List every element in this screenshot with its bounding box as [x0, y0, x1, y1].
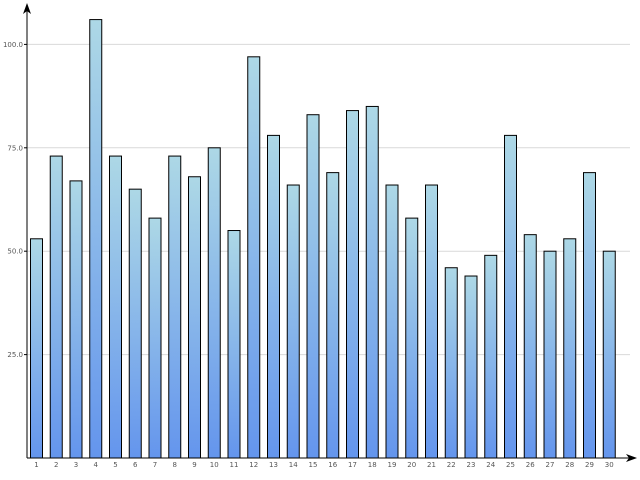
bar-4: [89, 19, 103, 459]
bar-9: [188, 176, 201, 459]
bar-28: [563, 238, 577, 459]
y-tick-label: 25.0: [7, 351, 23, 359]
x-tick-label: 4: [94, 461, 99, 469]
y-tick-label: 50.0: [7, 248, 23, 256]
y-tick-label: 100.0: [3, 41, 23, 49]
bar-11: [227, 230, 241, 459]
bar-25: [504, 134, 517, 459]
y-tick-label: 75.0: [7, 144, 23, 152]
x-tick-label: 23: [467, 461, 476, 469]
axes: [23, 3, 637, 462]
bar-16: [326, 172, 340, 459]
x-tick-label: 6: [133, 461, 138, 469]
bar-3: [69, 180, 83, 459]
bar-7: [148, 217, 162, 459]
y-axis-arrow-icon: [23, 3, 31, 14]
x-tick-labels: 1 2 3 4 5 6 7 8 9 10 11 12 13 14 15 16 17 18 19 20 21 22 23 24 2…: [34, 461, 613, 469]
bar-17: [346, 110, 359, 459]
x-tick-label: 27: [546, 461, 555, 469]
x-tick-label: 8: [173, 461, 177, 469]
x-axis-arrow-icon: [626, 454, 637, 462]
bar-24: [484, 254, 498, 459]
bar-27: [543, 250, 557, 459]
bar-19: [385, 184, 399, 459]
bar-29: [583, 172, 596, 459]
bar-20: [405, 217, 419, 459]
bar-2: [49, 155, 63, 459]
bar-10: [207, 147, 221, 459]
x-tick-label: 15: [309, 461, 318, 469]
x-tick-label: 29: [585, 461, 594, 469]
x-tick-label: 12: [249, 461, 258, 469]
bar-6: [128, 188, 142, 459]
x-tick-label: 7: [153, 461, 157, 469]
x-tick-label: 3: [74, 461, 78, 469]
x-tick-label: 21: [427, 461, 436, 469]
bar-23: [464, 275, 478, 459]
x-tick-label: 22: [447, 461, 456, 469]
x-tick-label: 17: [348, 461, 357, 469]
x-tick-label: 5: [113, 461, 117, 469]
x-tick-label: 11: [230, 461, 239, 469]
bar-8: [168, 155, 182, 459]
x-tick-label: 20: [407, 461, 416, 469]
x-tick-label: 2: [54, 461, 58, 469]
x-tick-label: 30: [605, 461, 614, 469]
bar-18: [365, 105, 379, 459]
x-tick-label: 1: [34, 461, 38, 469]
bar-15: [306, 114, 320, 459]
x-tick-label: 25: [506, 461, 515, 469]
bar-13: [267, 134, 280, 459]
x-tick-label: 9: [192, 461, 196, 469]
x-tick-label: 28: [565, 461, 574, 469]
x-tick-label: 10: [210, 461, 219, 469]
x-tick-label: 14: [289, 461, 298, 469]
x-tick-label: 13: [269, 461, 278, 469]
bar-12: [247, 56, 261, 459]
x-tick-label: 18: [368, 461, 377, 469]
bar-1: [30, 238, 43, 459]
bar-30: [602, 250, 616, 459]
x-tick-label: 16: [328, 461, 337, 469]
y-tick-labels: 100.0 75.0 50.0 25.0: [3, 41, 23, 359]
bar-14: [286, 184, 300, 459]
bar-5: [109, 155, 122, 459]
x-tick-label: 26: [526, 461, 535, 469]
bar-21: [425, 184, 438, 459]
bar-26: [523, 234, 537, 459]
bars: [30, 19, 616, 459]
bar-22: [444, 267, 458, 459]
x-tick-label: 19: [388, 461, 397, 469]
x-tick-label: 24: [486, 461, 495, 469]
